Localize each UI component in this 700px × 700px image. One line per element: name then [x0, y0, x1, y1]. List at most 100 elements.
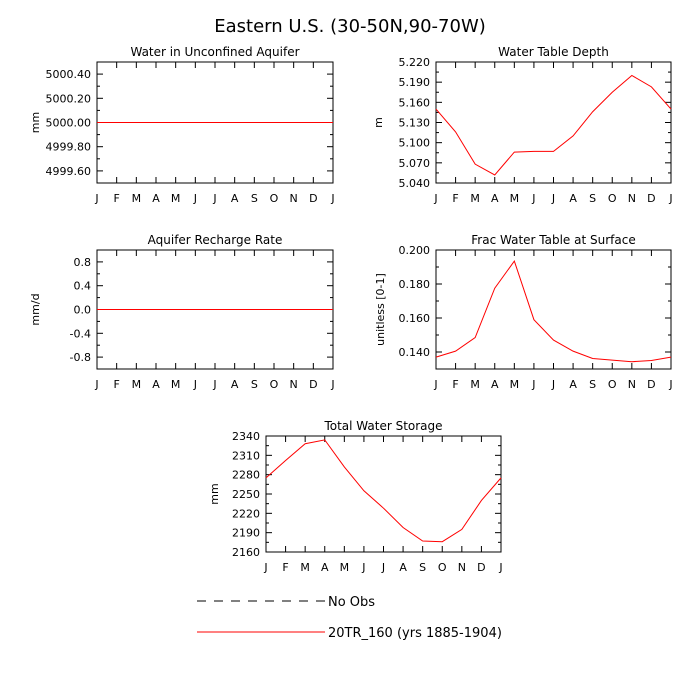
x-tick-label: J: [551, 192, 555, 205]
series-line-0: [435, 259, 672, 363]
panel-title: Frac Water Table at Surface: [471, 233, 635, 247]
y-tick-label: 4999.60: [46, 165, 92, 178]
x-tick-label: J: [361, 561, 365, 574]
y-tick-label: 5.040: [399, 177, 431, 190]
y-tick-label: 2280: [232, 469, 260, 482]
x-tick-label: A: [569, 378, 577, 391]
x-tick-label: J: [433, 378, 437, 391]
legend: No Obs 20TR_160 (yrs 1885-1904): [197, 595, 502, 641]
y-tick-label: 0.160: [399, 312, 431, 325]
x-tick-label: J: [381, 561, 385, 574]
x-tick-label: A: [399, 561, 407, 574]
panel-title: Water in Unconfined Aquifer: [130, 45, 299, 59]
y-tick-label: 0.8: [74, 256, 92, 269]
y-tick-label: 5.070: [399, 157, 431, 170]
x-tick-label: S: [251, 192, 258, 205]
y-tick-label: 0.140: [399, 346, 431, 359]
x-tick-label: O: [608, 378, 617, 391]
y-tick-label: 2310: [232, 449, 260, 462]
x-tick-label: J: [94, 378, 98, 391]
x-tick-label: J: [433, 192, 437, 205]
x-tick-label: J: [212, 378, 216, 391]
x-tick-label: O: [270, 192, 279, 205]
x-tick-label: J: [668, 192, 672, 205]
x-tick-label: J: [263, 561, 267, 574]
x-tick-label: M: [171, 192, 181, 205]
x-tick-label: A: [321, 561, 329, 574]
x-tick-label: F: [114, 378, 120, 391]
x-tick-label: A: [231, 192, 239, 205]
x-tick-label: J: [551, 378, 555, 391]
y-tick-label: 5.160: [399, 96, 431, 109]
x-tick-label: F: [452, 192, 458, 205]
x-tick-label: D: [477, 561, 485, 574]
y-tick-label: 2220: [232, 507, 260, 520]
x-tick-label: D: [309, 378, 317, 391]
x-tick-label: M: [340, 561, 350, 574]
panel-title: Aquifer Recharge Rate: [148, 233, 283, 247]
x-tick-label: O: [608, 192, 617, 205]
x-tick-label: D: [309, 192, 317, 205]
x-tick-label: F: [452, 378, 458, 391]
x-tick-label: M: [171, 378, 181, 391]
y-tick-label: 5000.40: [46, 68, 92, 81]
x-tick-label: O: [438, 561, 447, 574]
y-tick-label: 0.200: [399, 244, 431, 257]
legend-label-20tr-160: 20TR_160 (yrs 1885-1904): [328, 626, 502, 641]
x-tick-label: N: [628, 378, 636, 391]
y-axis-label: m: [372, 117, 385, 128]
x-tick-label: J: [531, 192, 535, 205]
x-tick-label: N: [290, 192, 298, 205]
y-tick-label: -0.4: [70, 327, 91, 340]
y-tick-label: 2340: [232, 430, 260, 443]
x-tick-label: M: [132, 192, 142, 205]
y-tick-label: -0.8: [70, 351, 91, 364]
x-tick-label: O: [270, 378, 279, 391]
x-tick-label: J: [94, 192, 98, 205]
x-tick-label: A: [152, 192, 160, 205]
y-tick-label: 2250: [232, 488, 260, 501]
x-tick-label: J: [330, 192, 334, 205]
y-tick-label: 5.220: [399, 56, 431, 69]
y-tick-label: 2190: [232, 527, 260, 540]
y-axis-label: mm/d: [29, 293, 42, 325]
y-tick-label: 0.4: [74, 280, 92, 293]
series-line-0: [435, 74, 672, 176]
x-tick-label: N: [290, 378, 298, 391]
x-tick-label: A: [231, 378, 239, 391]
x-tick-label: M: [510, 378, 520, 391]
y-axis-label: mm: [29, 112, 42, 133]
x-tick-label: M: [470, 192, 480, 205]
y-tick-label: 5.130: [399, 117, 431, 130]
x-tick-label: D: [647, 378, 655, 391]
y-tick-label: 5.190: [399, 76, 431, 89]
x-tick-label: N: [458, 561, 466, 574]
y-tick-label: 5000.00: [46, 117, 92, 130]
figure-title: Eastern U.S. (30-50N,90-70W): [214, 16, 486, 37]
x-tick-label: S: [419, 561, 426, 574]
x-tick-label: S: [589, 378, 596, 391]
y-tick-label: 5000.20: [46, 92, 92, 105]
x-tick-label: M: [510, 192, 520, 205]
panel-title: Total Water Storage: [323, 419, 442, 433]
x-tick-label: A: [491, 378, 499, 391]
y-tick-label: 0.0: [74, 304, 92, 317]
x-tick-label: F: [282, 561, 288, 574]
x-tick-label: M: [300, 561, 310, 574]
y-axis-label: mm: [208, 483, 221, 504]
x-tick-label: M: [470, 378, 480, 391]
x-tick-label: J: [330, 378, 334, 391]
x-tick-label: S: [251, 378, 258, 391]
x-tick-label: M: [132, 378, 142, 391]
x-tick-label: J: [193, 378, 197, 391]
series-line-0: [265, 439, 502, 543]
x-tick-label: A: [152, 378, 160, 391]
x-tick-label: J: [498, 561, 502, 574]
